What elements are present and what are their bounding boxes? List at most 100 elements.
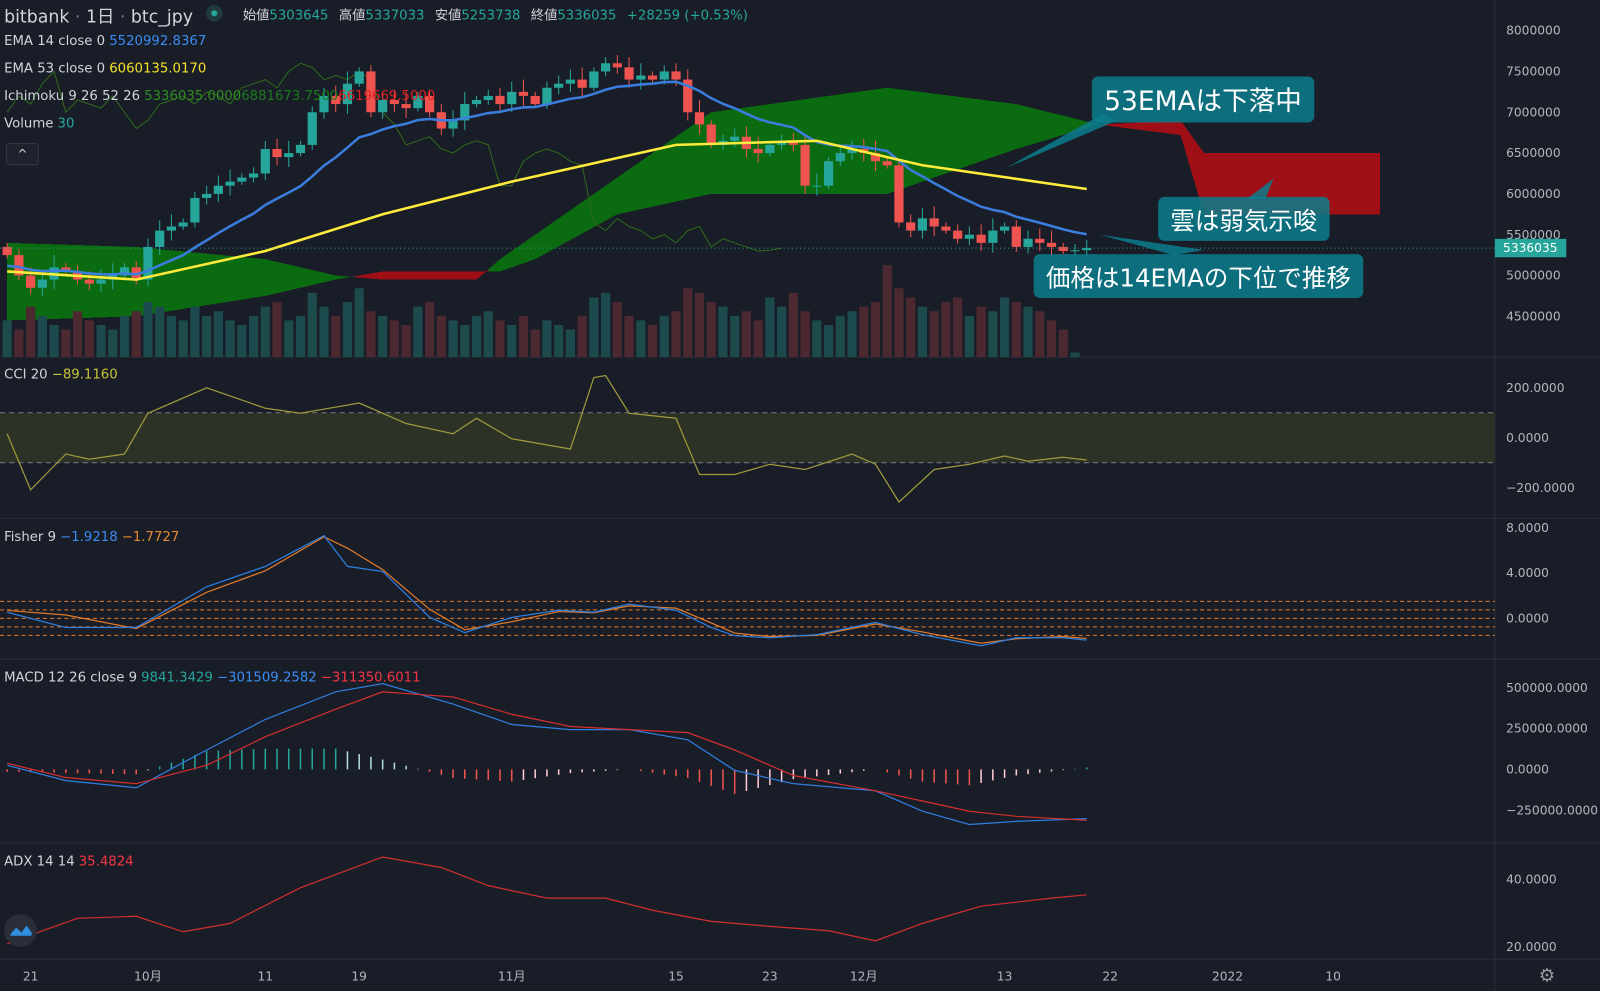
ichimoku-cloud-segment	[928, 92, 935, 180]
annotation-ema53-falling[interactable]: 53EMAは下落中	[1091, 76, 1315, 123]
ichimoku-cloud-segment	[875, 88, 882, 194]
legend-label: Volume	[4, 116, 54, 132]
macd-signal-line	[6, 691, 1087, 821]
volume-bar	[518, 315, 529, 358]
candle-body	[295, 144, 306, 154]
legend-value: 30	[57, 116, 75, 132]
candle-body	[237, 177, 247, 182]
annotation-cloud-bearish[interactable]: 雲は弱気示唆	[1158, 196, 1330, 241]
ichimoku-cloud-segment	[881, 87, 888, 194]
ichimoku-cloud-segment	[200, 253, 207, 307]
time-tick-label: 11	[258, 970, 274, 984]
ichimoku-cloud-segment	[711, 111, 718, 194]
legend-macd[interactable]: MACD 12 26 close 9 9841.3429 −301509.2582−…	[4, 670, 425, 685]
ichimoku-cloud-segment	[411, 271, 418, 280]
ichimoku-cloud-segment	[130, 246, 137, 317]
ichimoku-cloud-segment	[423, 271, 430, 280]
ichimoku-cloud-segment	[7, 242, 14, 321]
price-tick-label: 8000000	[1506, 24, 1561, 38]
candle-body	[542, 87, 552, 105]
ichimoku-cloud-segment	[136, 246, 143, 317]
ichimoku-cloud-segment	[488, 264, 495, 272]
fisher-tick-label: 0.0000	[1506, 611, 1549, 625]
ichimoku-cloud-segment	[728, 108, 735, 194]
cci-band	[0, 412, 1495, 463]
tradingview-logo-icon[interactable]	[4, 914, 37, 947]
interval[interactable]: 1日	[85, 7, 115, 28]
ichimoku-cloud-segment	[341, 276, 348, 279]
collapse-legend-button[interactable]: ^	[6, 142, 39, 166]
legend-adx[interactable]: ADX 14 14 35.4824	[4, 854, 138, 869]
ichimoku-cloud-segment	[623, 169, 630, 214]
price-tick-label: 6000000	[1506, 187, 1561, 201]
ichimoku-cloud-segment	[617, 173, 624, 215]
legend-ema14[interactable]: EMA 14 close 0 5520992.8367	[4, 34, 210, 49]
legend-fisher[interactable]: Fisher 9 −1.9218 −1.7727	[4, 530, 183, 545]
ichimoku-cloud-segment	[646, 153, 653, 208]
candle-body	[647, 75, 658, 80]
legend-volume[interactable]: Volume 30	[4, 116, 78, 131]
ichimoku-cloud-segment	[1333, 153, 1340, 215]
ichimoku-cloud-segment	[230, 255, 236, 302]
candle-body	[202, 193, 212, 198]
annotation-price-below-ema14[interactable]: 価格は14EMAの下位で推移	[1033, 254, 1364, 298]
gear-icon[interactable]: ⚙	[1538, 965, 1556, 987]
ichimoku-cloud-segment	[857, 91, 864, 194]
volume-bar	[730, 315, 740, 358]
volume-bar	[49, 324, 59, 358]
ichimoku-cloud-segment	[1033, 108, 1040, 144]
volume-bar	[495, 320, 505, 358]
ichimoku-cloud-segment	[981, 99, 987, 162]
symbol-title[interactable]: bitbank · 1日 · btc_jpy	[4, 7, 194, 28]
ichimoku-cloud-segment	[1180, 120, 1187, 155]
ichimoku-cloud-segment	[1051, 112, 1058, 139]
ichimoku-cloud-segment	[153, 248, 160, 314]
ichimoku-cloud-segment	[634, 161, 641, 211]
ichimoku-cloud-segment	[599, 185, 606, 224]
ichimoku-cloud-segment	[664, 140, 671, 205]
ichimoku-cloud-segment	[247, 257, 254, 299]
candle-body	[178, 222, 188, 227]
ichimoku-cloud-segment	[945, 95, 952, 174]
volume-bar	[424, 302, 435, 358]
volume-bar	[941, 302, 951, 358]
candle-body	[530, 95, 540, 105]
ichimoku-cloud-segment	[922, 92, 929, 182]
candle-body	[917, 218, 928, 231]
volume-bar	[72, 311, 83, 358]
candle-body	[683, 79, 693, 113]
candle-body	[870, 153, 881, 162]
cci-tick-label: 0.0000	[1506, 431, 1549, 445]
ichimoku-cloud-segment	[1045, 111, 1052, 141]
ichimoku-cloud-segment	[840, 93, 847, 194]
ichimoku-cloud-segment	[1339, 153, 1345, 215]
ichimoku-cloud-segment	[1186, 128, 1193, 175]
candle-body	[1070, 250, 1080, 252]
legend-ema53[interactable]: EMA 53 close 0 6060135.0170	[4, 61, 210, 76]
time-tick-label: 13	[997, 970, 1013, 984]
candle-body	[800, 144, 810, 186]
volume-bar	[835, 315, 845, 358]
ichimoku-cloud-segment	[1121, 123, 1128, 129]
legend-cci[interactable]: CCI 20 −89.1160	[4, 367, 122, 382]
candle-body	[166, 226, 177, 231]
candle-body	[413, 95, 423, 109]
ichimoku-cloud-segment	[670, 136, 677, 203]
fisher-tick-label: 4.0000	[1506, 566, 1549, 580]
ichimoku-cloud-segment	[1057, 114, 1064, 137]
volume-bar	[906, 297, 916, 358]
ichimoku-cloud-segment	[787, 100, 794, 194]
ichimoku-cloud-segment	[212, 254, 219, 305]
price-tick-label: 5500000	[1506, 228, 1561, 242]
ichimoku-cloud-segment	[1151, 121, 1158, 133]
volume-bar	[354, 288, 364, 358]
time-tick-label: 15	[668, 970, 684, 984]
ichimoku-cloud-segment	[652, 148, 659, 207]
ichimoku-cloud-segment	[998, 101, 1005, 156]
ichimoku-cloud-segment	[722, 109, 729, 194]
ichimoku-cloud-segment	[318, 271, 324, 284]
legend-ichimoku[interactable]: Ichimoku 9 26 52 26 5336035.00006881673.7…	[4, 89, 439, 104]
ichimoku-cloud-segment	[775, 102, 782, 194]
